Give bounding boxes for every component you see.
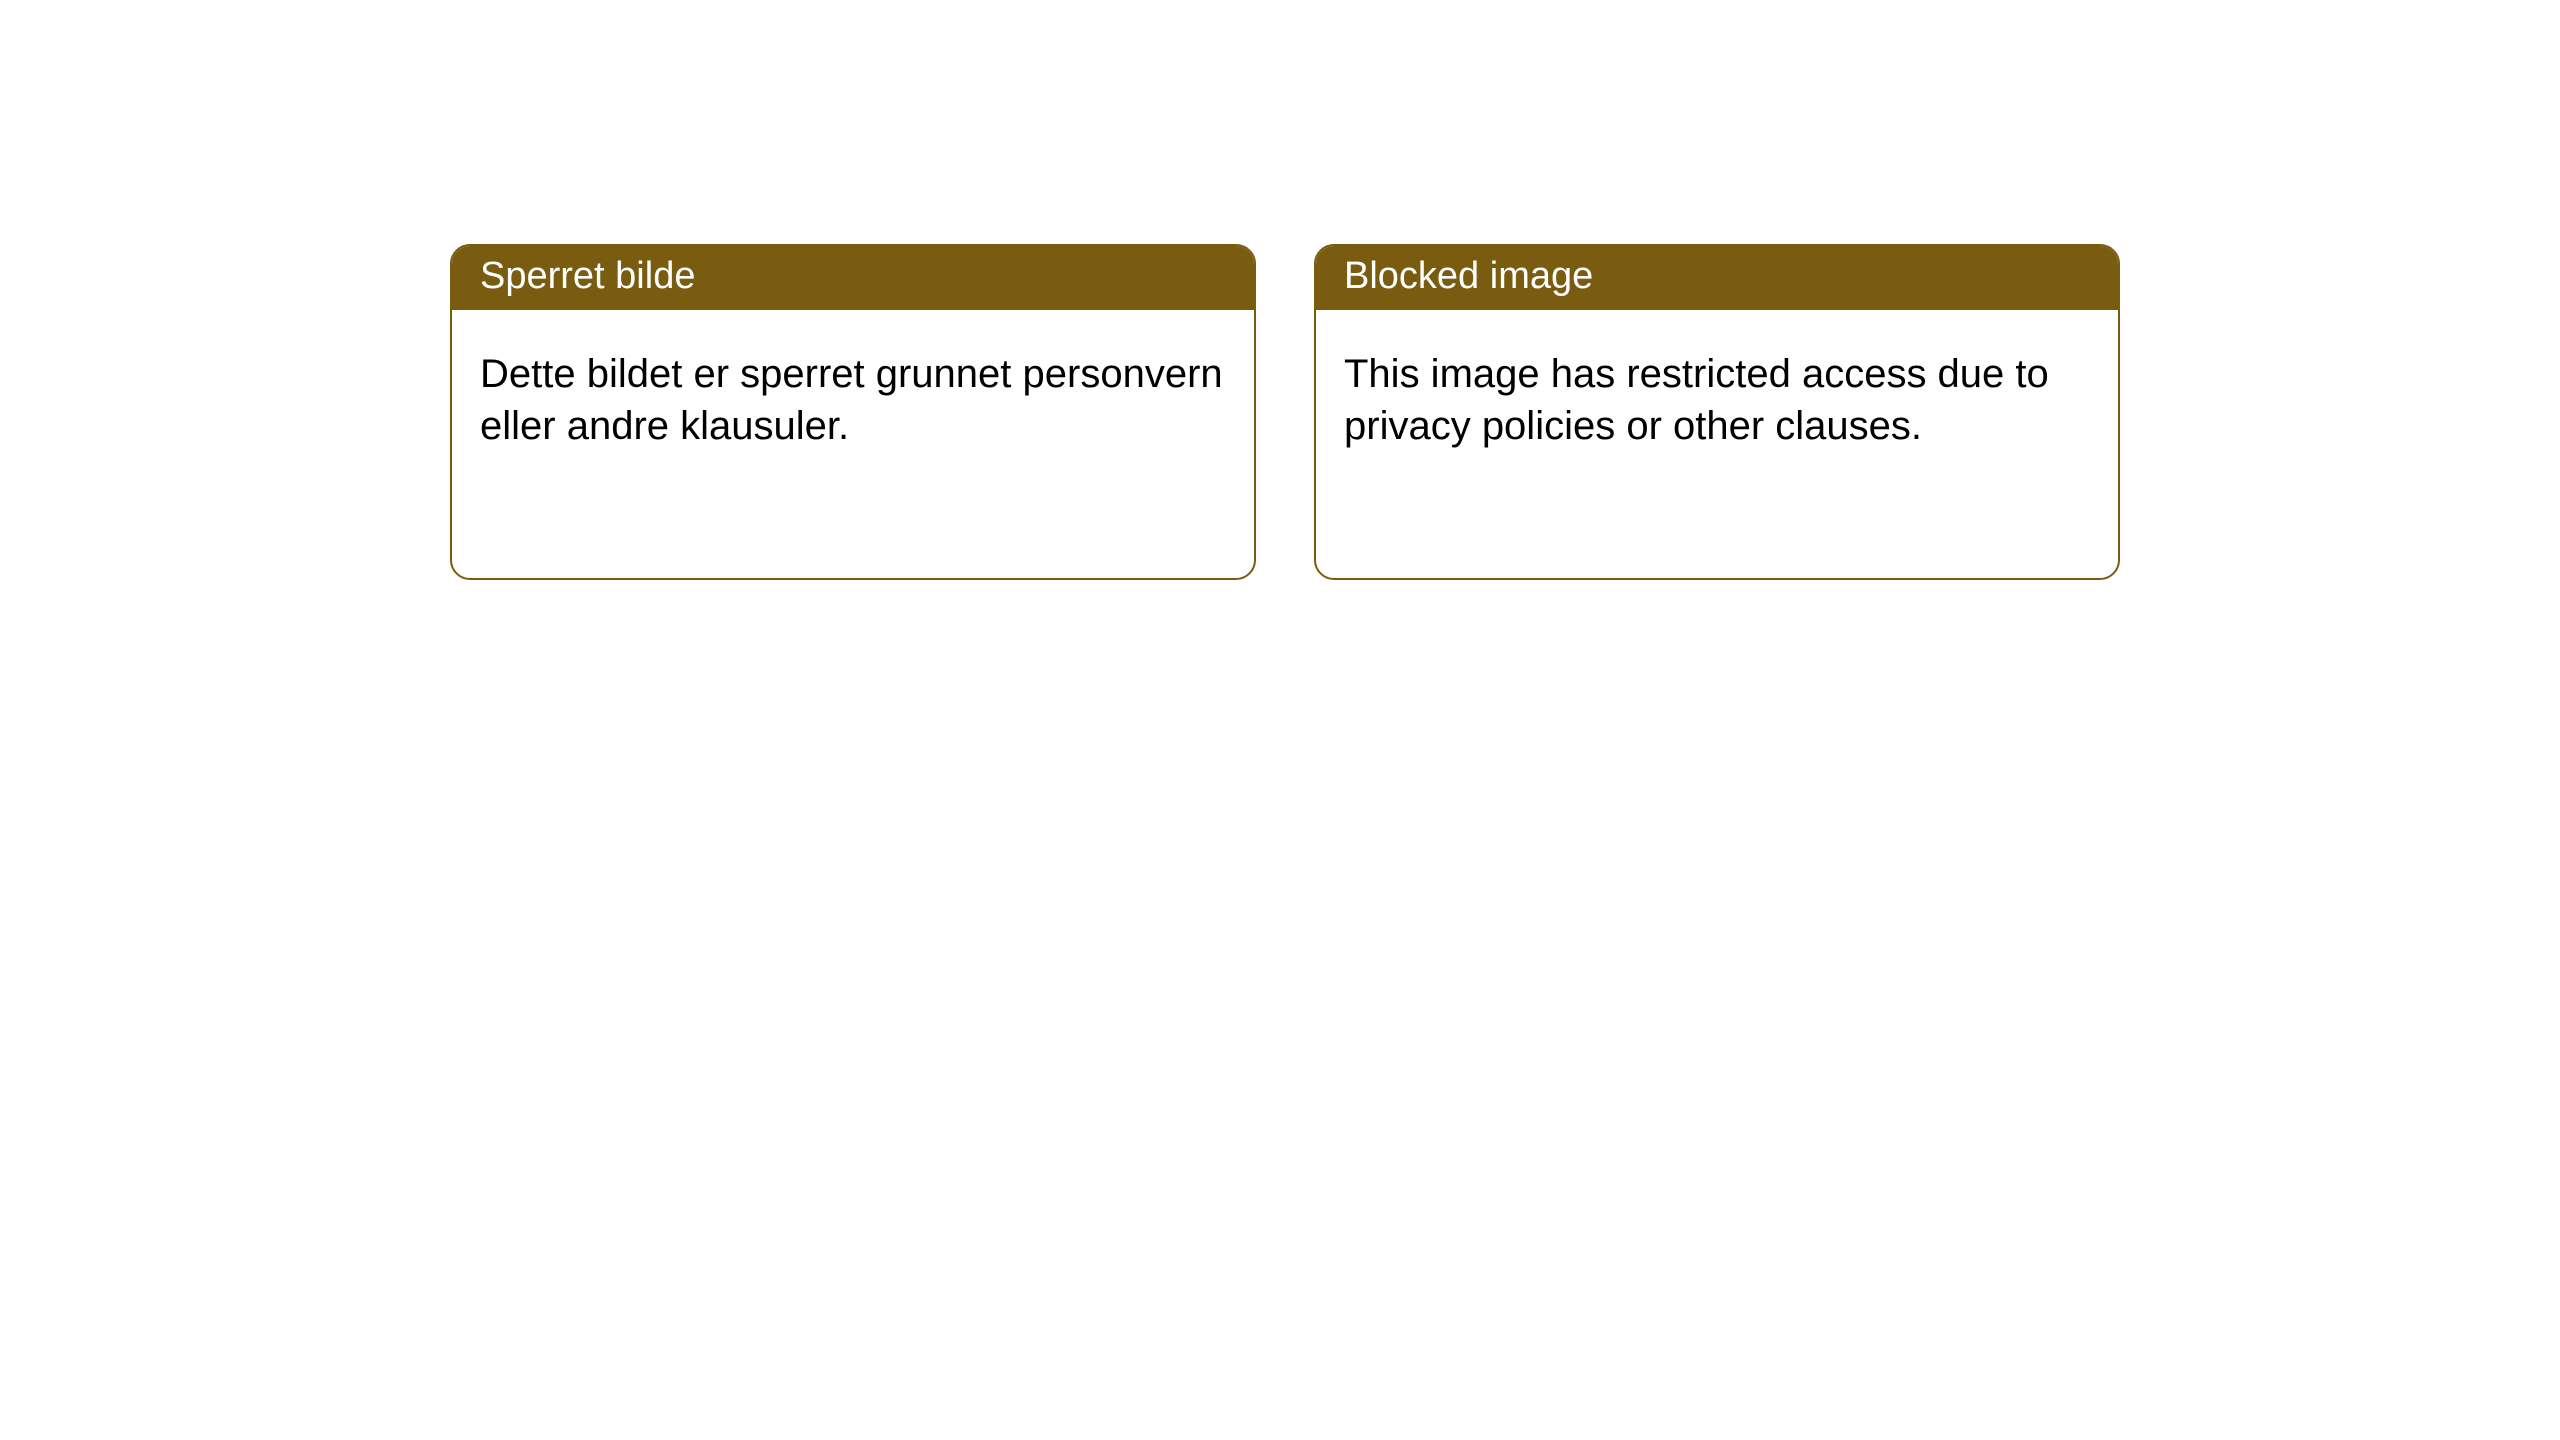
notice-body: This image has restricted access due to …	[1316, 310, 2118, 480]
notice-body: Dette bildet er sperret grunnet personve…	[452, 310, 1254, 480]
notice-header: Sperret bilde	[452, 246, 1254, 310]
notice-header: Blocked image	[1316, 246, 2118, 310]
notice-card-english: Blocked image This image has restricted …	[1314, 244, 2120, 580]
notice-card-norwegian: Sperret bilde Dette bildet er sperret gr…	[450, 244, 1256, 580]
notice-container: Sperret bilde Dette bildet er sperret gr…	[0, 0, 2560, 580]
